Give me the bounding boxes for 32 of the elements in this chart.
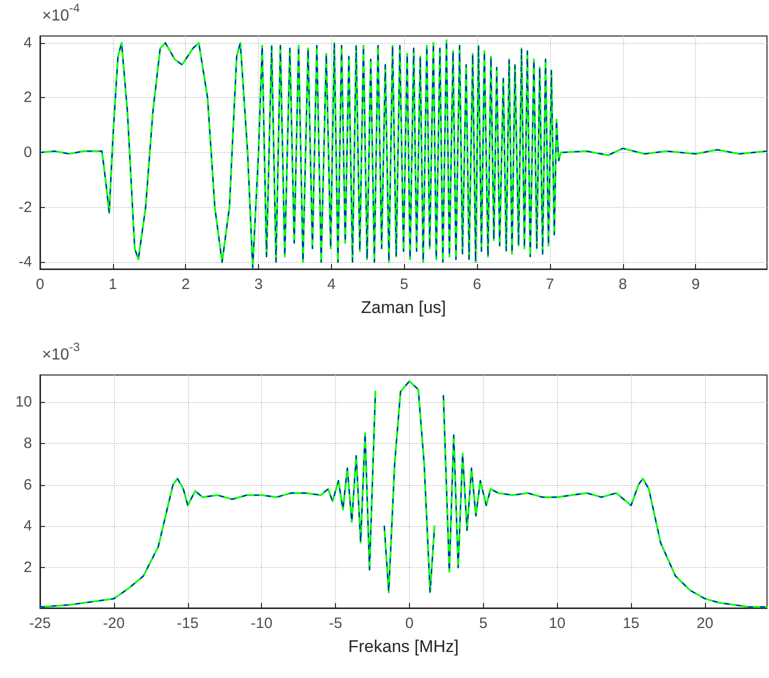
x-tick-label: 20 [696,615,714,632]
y-tick-label: 2 [24,559,32,576]
x-tick-label: 7 [546,276,554,293]
x-tick-label: -10 [250,615,272,632]
x-tick-label: 5 [479,615,488,632]
x-axis-title: Frekans [MHz] [348,637,459,656]
x-tick-label: 0 [405,615,414,632]
y-tick-label: 2 [24,89,32,106]
y-tick-label: 8 [24,434,32,452]
x-tick-label: 15 [622,615,640,632]
x-axis-title: Zaman [us] [360,298,446,317]
x-tick-label: 4 [327,276,336,293]
x-tick-label: 1 [108,276,118,293]
y-tick-label: -2 [18,198,32,216]
x-tick-label: 6 [472,276,482,293]
x-tick-label: 2 [182,276,190,293]
x-tick-label: -5 [328,615,342,632]
x-tick-label: -20 [103,615,125,632]
x-tick-label: 0 [36,276,44,293]
y-tick-label: 0 [24,144,32,161]
y-tick-label: 4 [24,34,32,52]
x-tick-label: -15 [176,615,199,632]
y-tick-label: -4 [18,254,32,271]
x-tick-label: 5 [400,276,408,293]
x-tick-label: 3 [254,276,263,293]
x-tick-label: -25 [29,615,51,632]
x-tick-label: 8 [618,276,627,293]
y-tick-label: 10 [15,393,32,410]
x-tick-label: 9 [691,276,700,293]
y-tick-label: 4 [24,518,32,535]
x-tick-label: 10 [548,615,566,632]
y-tick-label: 6 [24,476,32,494]
